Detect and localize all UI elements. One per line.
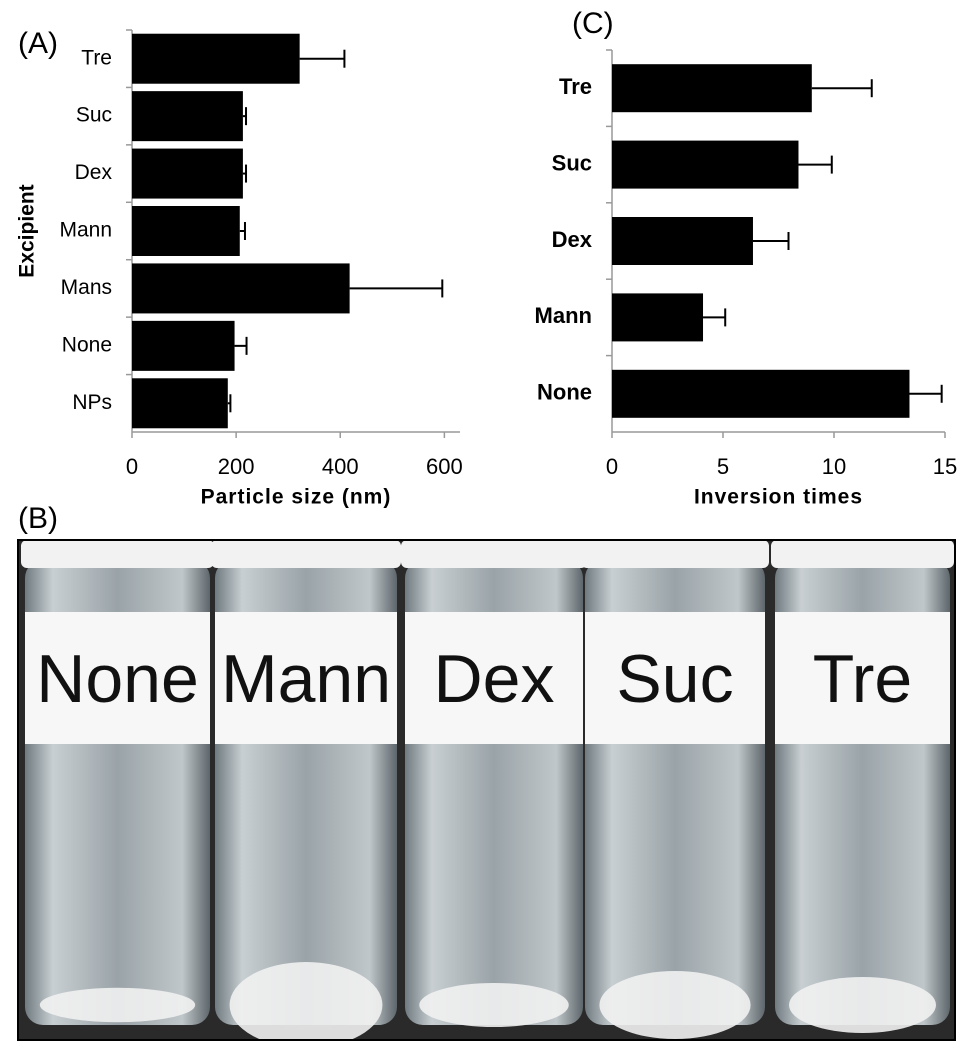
bar: [612, 217, 753, 265]
vial-cap: [771, 540, 954, 568]
vial-label: [775, 612, 950, 744]
y-tick-label: Mann: [59, 219, 112, 242]
y-tick-label: Tre: [559, 74, 592, 99]
y-tick-label: Suc: [552, 150, 592, 175]
x-tick-label: 15: [933, 454, 957, 479]
bar: [612, 140, 799, 189]
vial-cap: [581, 540, 769, 568]
y-tick-label: Tre: [81, 46, 112, 69]
x-tick-label: 10: [822, 454, 846, 479]
x-axis-label: Inversion times: [694, 486, 863, 509]
y-tick-label: Dex: [75, 161, 113, 184]
powder: [599, 971, 751, 1039]
vial-label-text: Tre: [813, 641, 912, 717]
error-bar: [234, 336, 248, 355]
y-tick-label: Dex: [552, 227, 593, 252]
error-bar: [909, 384, 943, 403]
vial-label: [215, 612, 397, 744]
error-bar: [242, 164, 248, 183]
photo: None Mann Dex Suc Tre: [18, 540, 955, 1040]
vial-cap: [21, 540, 214, 568]
bar: [132, 320, 235, 371]
y-axis-label: Excipient: [16, 184, 39, 277]
error-bar: [798, 155, 833, 174]
y-tick-label: None: [537, 380, 592, 405]
powder: [789, 977, 936, 1033]
bar: [612, 64, 812, 113]
panel-title: (C): [572, 7, 614, 40]
y-tick-label: Mann: [535, 303, 592, 328]
y-tick-label: Suc: [76, 104, 112, 127]
powder: [229, 962, 383, 1040]
y-tick-label: None: [62, 333, 112, 356]
vial-label: [585, 612, 765, 744]
error-bar: [227, 394, 232, 413]
error-bar: [299, 49, 346, 68]
error-bar: [703, 308, 727, 327]
bar: [132, 263, 350, 314]
bar: [132, 91, 243, 142]
bar: [132, 378, 228, 429]
bar: [132, 33, 300, 84]
error-bar: [242, 107, 248, 126]
error-bar: [349, 279, 444, 298]
x-tick-label: 400: [322, 454, 359, 479]
vial-label-text: Dex: [434, 641, 555, 717]
x-tick-label: 0: [126, 454, 138, 479]
bar: [612, 369, 910, 418]
vial-label-text: Mann: [221, 641, 391, 717]
panel-label: (B): [18, 502, 58, 535]
bar: [132, 148, 243, 199]
bar: [132, 206, 240, 256]
error-bar: [752, 232, 790, 250]
panel-title: (A): [18, 27, 58, 60]
y-tick-label: Mans: [61, 276, 112, 299]
bar: [612, 293, 704, 342]
vial-label-text: None: [36, 641, 199, 717]
vial-label-text: Suc: [616, 641, 733, 717]
vial-label: [25, 612, 210, 744]
vial-cap: [211, 540, 401, 568]
x-tick-label: 0: [606, 454, 618, 479]
powder: [419, 983, 569, 1027]
photo-frame: [17, 539, 956, 1041]
x-tick-label: 200: [218, 454, 255, 479]
y-tick-label: NPs: [72, 391, 112, 414]
error-bar: [811, 79, 873, 98]
x-axis-label: Particle size (nm): [201, 486, 392, 509]
vial-label: [405, 612, 583, 744]
x-tick-label: 5: [717, 454, 729, 479]
error-bar: [239, 222, 246, 240]
vial-cap: [401, 540, 587, 568]
powder: [39, 987, 196, 1023]
x-tick-label: 600: [426, 454, 463, 479]
